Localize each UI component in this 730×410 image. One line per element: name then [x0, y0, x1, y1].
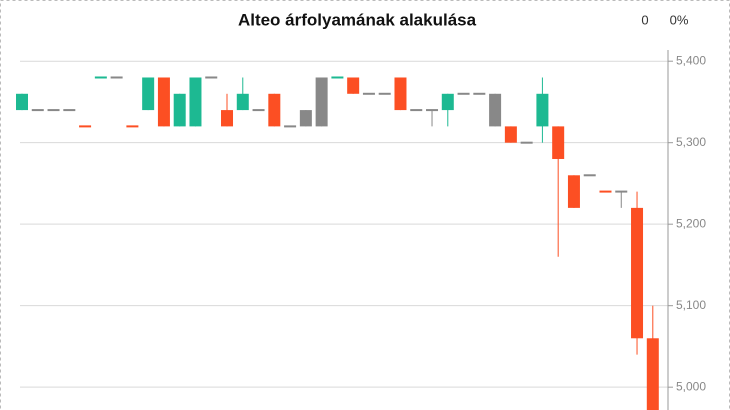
candle-body [378, 92, 391, 95]
candle-body [47, 109, 60, 112]
y-tick-label: 5,100 [676, 298, 706, 312]
candle-body [599, 190, 612, 193]
candle-body [173, 93, 186, 127]
y-tick-label: 5,300 [676, 135, 706, 149]
candle-body [126, 125, 139, 128]
candle-body [157, 77, 170, 127]
candle-body [567, 175, 580, 208]
candle-body [489, 93, 502, 127]
candle-body [299, 110, 312, 127]
y-tick-label: 5,200 [676, 216, 706, 230]
candle-body [426, 109, 439, 112]
y-tick-label: 5,400 [676, 53, 706, 67]
candle-body [331, 76, 344, 79]
candle-body [362, 92, 375, 95]
y-tick-label: 5,000 [676, 379, 706, 393]
candle-body [646, 338, 659, 410]
candle-body [536, 93, 549, 127]
candle-body [79, 125, 92, 128]
candle-body [504, 126, 517, 143]
candle-body [552, 126, 565, 159]
candle-body [63, 109, 76, 112]
candle-body [473, 92, 486, 95]
candle-body [189, 77, 202, 127]
candle-body [16, 93, 28, 111]
candle-body [615, 190, 628, 193]
candle-body [94, 76, 107, 79]
candle-body [410, 109, 423, 112]
candle-body [347, 77, 360, 94]
percent: 0% [670, 12, 689, 27]
candle-body [268, 93, 281, 127]
chart-title: Alteo árfolyamának alakulása [238, 10, 477, 29]
candle-body [394, 77, 407, 111]
candle-body [631, 207, 644, 339]
candle-body [520, 141, 533, 144]
candle-body [252, 109, 265, 112]
candle-body [142, 77, 155, 111]
candle-body [236, 93, 249, 111]
candle-body [110, 76, 123, 79]
candle-body [221, 110, 234, 127]
candle-body [315, 77, 328, 127]
candle-body [205, 76, 218, 79]
candle-body [441, 93, 454, 111]
candle-body [457, 92, 470, 95]
candle-body [31, 109, 44, 112]
count: 0 [641, 12, 648, 27]
candle-body [583, 174, 596, 177]
candle-body [284, 125, 297, 128]
